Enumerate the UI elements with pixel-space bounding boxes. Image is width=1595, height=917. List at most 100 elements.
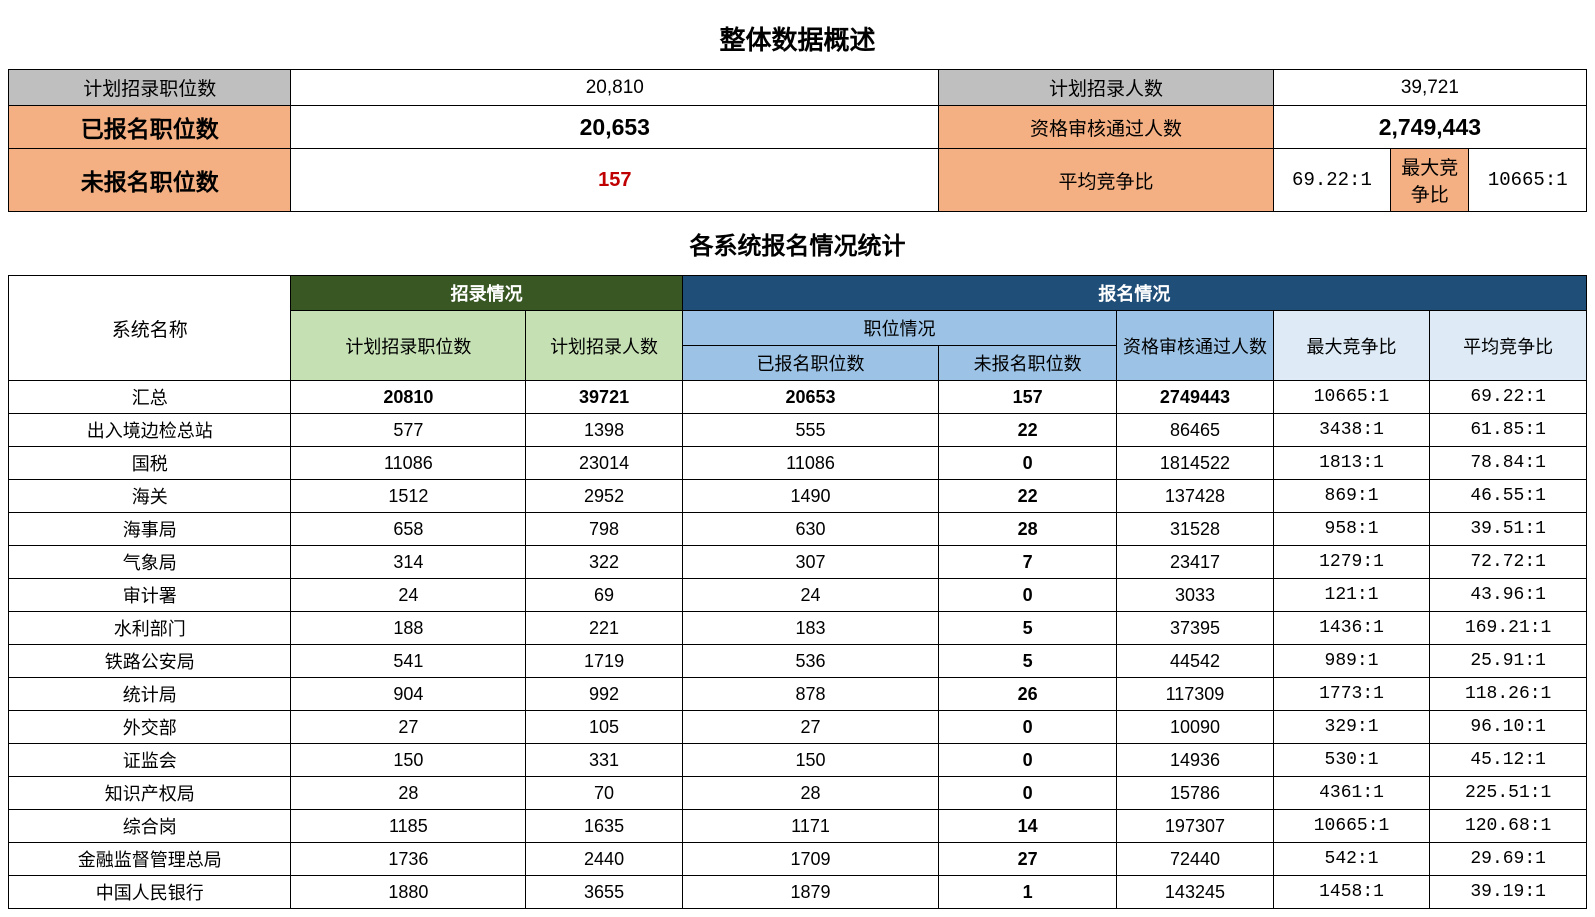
value-applied-positions: 20,653: [291, 106, 939, 149]
cell-pass-people: 86465: [1117, 414, 1274, 447]
cell-max-ratio: 329:1: [1273, 711, 1430, 744]
cell-applied-positions: 28: [682, 777, 938, 810]
cell-pass-people: 72440: [1117, 843, 1274, 876]
label-pass-people: 资格审核通过人数: [939, 106, 1274, 149]
cell-applied-positions: 536: [682, 645, 938, 678]
hdr-system-name: 系统名称: [9, 276, 291, 381]
table-row: 气象局3143223077234171279:172.72:1: [9, 546, 1587, 579]
cell-max-ratio: 1436:1: [1273, 612, 1430, 645]
label-plan-people: 计划招录人数: [939, 70, 1274, 106]
cell-plan-people: 322: [526, 546, 683, 579]
hdr-pass-people: 资格审核通过人数: [1117, 311, 1274, 381]
cell-applied-positions: 1709: [682, 843, 938, 876]
cell-max-ratio: 989:1: [1273, 645, 1430, 678]
cell-plan-people: 105: [526, 711, 683, 744]
hdr-avg-ratio: 平均竞争比: [1430, 311, 1587, 381]
table-row: 证监会150331150014936530:145.12:1: [9, 744, 1587, 777]
table-row: 出入境边检总站577139855522864653438:161.85:1: [9, 414, 1587, 447]
cell-max-ratio: 1458:1: [1273, 876, 1430, 909]
table-row: 审计署24692403033121:143.96:1: [9, 579, 1587, 612]
cell-plan-positions: 20810: [291, 381, 526, 414]
cell-system-name: 金融监督管理总局: [9, 843, 291, 876]
cell-plan-people: 1719: [526, 645, 683, 678]
cell-pass-people: 143245: [1117, 876, 1274, 909]
value-plan-positions: 20,810: [291, 70, 939, 106]
cell-system-name: 铁路公安局: [9, 645, 291, 678]
cell-system-name: 审计署: [9, 579, 291, 612]
cell-system-name: 综合岗: [9, 810, 291, 843]
cell-unapplied-positions: 22: [939, 414, 1117, 447]
detail-title: 各系统报名情况统计: [9, 212, 1587, 276]
cell-system-name: 汇总: [9, 381, 291, 414]
cell-plan-positions: 24: [291, 579, 526, 612]
cell-pass-people: 2749443: [1117, 381, 1274, 414]
cell-plan-positions: 188: [291, 612, 526, 645]
table-row: 海事局6587986302831528958:139.51:1: [9, 513, 1587, 546]
cell-pass-people: 23417: [1117, 546, 1274, 579]
value-unapplied-positions: 157: [291, 149, 939, 212]
cell-unapplied-positions: 5: [939, 645, 1117, 678]
cell-plan-positions: 27: [291, 711, 526, 744]
cell-plan-positions: 541: [291, 645, 526, 678]
cell-pass-people: 37395: [1117, 612, 1274, 645]
cell-plan-positions: 658: [291, 513, 526, 546]
cell-pass-people: 197307: [1117, 810, 1274, 843]
cell-plan-positions: 1880: [291, 876, 526, 909]
hdr-unapplied-positions: 未报名职位数: [939, 346, 1117, 381]
cell-plan-people: 23014: [526, 447, 683, 480]
cell-avg-ratio: 61.85:1: [1430, 414, 1587, 447]
cell-applied-positions: 1490: [682, 480, 938, 513]
cell-system-name: 外交部: [9, 711, 291, 744]
cell-unapplied-positions: 14: [939, 810, 1117, 843]
cell-applied-positions: 630: [682, 513, 938, 546]
hdr-position-group: 职位情况: [682, 311, 1116, 346]
cell-plan-people: 221: [526, 612, 683, 645]
cell-applied-positions: 11086: [682, 447, 938, 480]
table-row: 海关15122952149022137428869:146.55:1: [9, 480, 1587, 513]
table-row: 外交部2710527010090329:196.10:1: [9, 711, 1587, 744]
table-row: 水利部门1882211835373951436:1169.21:1: [9, 612, 1587, 645]
cell-applied-positions: 1171: [682, 810, 938, 843]
cell-plan-people: 70: [526, 777, 683, 810]
cell-avg-ratio: 69.22:1: [1430, 381, 1587, 414]
cell-system-name: 海关: [9, 480, 291, 513]
cell-max-ratio: 869:1: [1273, 480, 1430, 513]
cell-max-ratio: 10665:1: [1273, 810, 1430, 843]
cell-unapplied-positions: 0: [939, 777, 1117, 810]
cell-plan-positions: 1185: [291, 810, 526, 843]
table-row: 金融监督管理总局1736244017092772440542:129.69:1: [9, 843, 1587, 876]
cell-system-name: 统计局: [9, 678, 291, 711]
label-plan-positions: 计划招录职位数: [9, 70, 291, 106]
label-applied-positions: 已报名职位数: [9, 106, 291, 149]
cell-avg-ratio: 46.55:1: [1430, 480, 1587, 513]
table-row: 统计局904992878261173091773:1118.26:1: [9, 678, 1587, 711]
cell-system-name: 证监会: [9, 744, 291, 777]
cell-system-name: 海事局: [9, 513, 291, 546]
cell-plan-people: 992: [526, 678, 683, 711]
cell-applied-positions: 307: [682, 546, 938, 579]
cell-plan-people: 1635: [526, 810, 683, 843]
cell-plan-positions: 150: [291, 744, 526, 777]
hdr-max-ratio: 最大竞争比: [1273, 311, 1430, 381]
cell-avg-ratio: 43.96:1: [1430, 579, 1587, 612]
label-max-ratio: 最大竞争比: [1391, 149, 1469, 212]
hdr-recruit-group: 招录情况: [291, 276, 682, 311]
cell-avg-ratio: 169.21:1: [1430, 612, 1587, 645]
cell-system-name: 国税: [9, 447, 291, 480]
cell-pass-people: 31528: [1117, 513, 1274, 546]
cell-applied-positions: 183: [682, 612, 938, 645]
cell-unapplied-positions: 0: [939, 447, 1117, 480]
hdr-plan-positions: 计划招录职位数: [291, 311, 526, 381]
cell-system-name: 中国人民银行: [9, 876, 291, 909]
cell-avg-ratio: 72.72:1: [1430, 546, 1587, 579]
cell-unapplied-positions: 5: [939, 612, 1117, 645]
cell-max-ratio: 3438:1: [1273, 414, 1430, 447]
cell-max-ratio: 1773:1: [1273, 678, 1430, 711]
table-row: 中国人民银行18803655187911432451458:139.19:1: [9, 876, 1587, 909]
cell-unapplied-positions: 0: [939, 744, 1117, 777]
report-table: 整体数据概述 计划招录职位数 20,810 计划招录人数 39,721 已报名职…: [8, 8, 1587, 909]
cell-plan-people: 2952: [526, 480, 683, 513]
cell-avg-ratio: 120.68:1: [1430, 810, 1587, 843]
cell-avg-ratio: 25.91:1: [1430, 645, 1587, 678]
cell-max-ratio: 1813:1: [1273, 447, 1430, 480]
